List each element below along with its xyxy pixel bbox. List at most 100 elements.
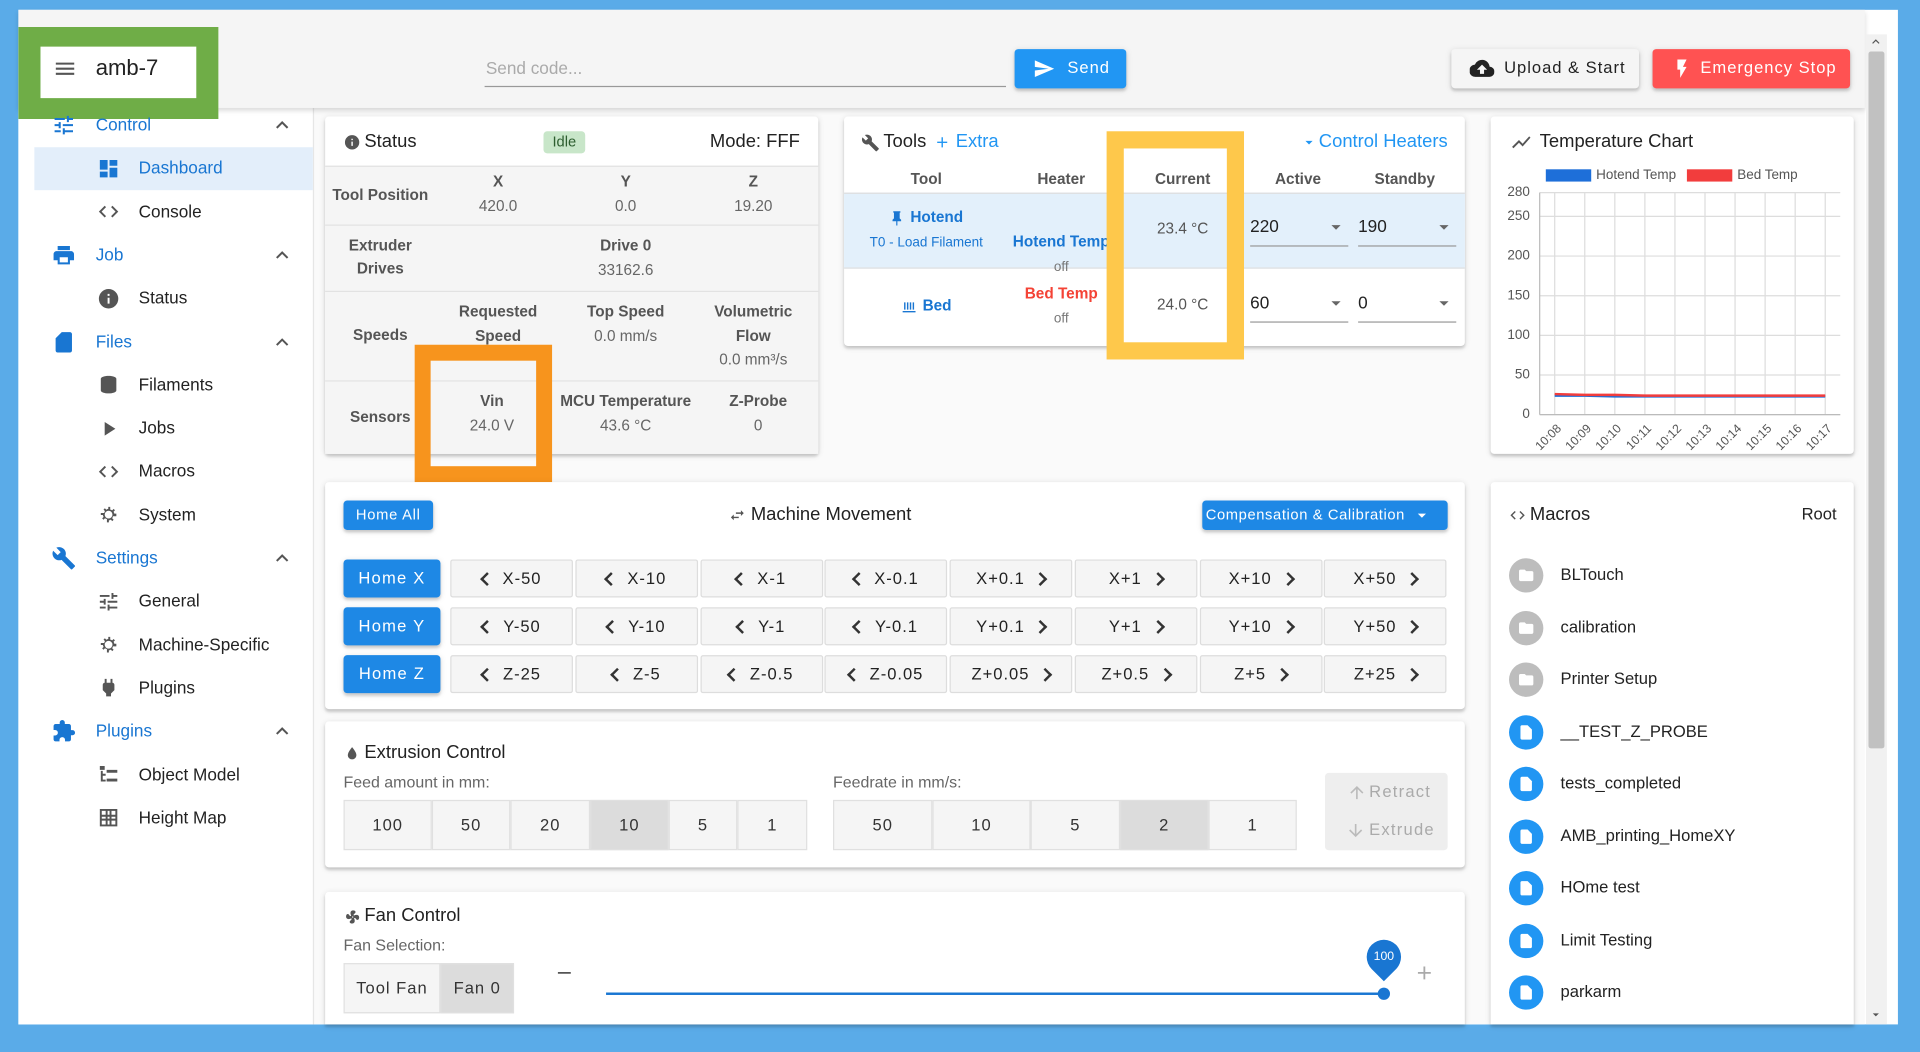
move-button[interactable]: Z+0.5 [1074,655,1198,694]
send-button[interactable] [1014,49,1127,89]
icon [1519,569,1534,582]
icon-shape [1417,513,1426,518]
home-axis-button[interactable] [343,655,441,694]
move-button[interactable]: X-1 [699,559,823,598]
feedrate-button-label: 50 [872,815,893,835]
feedrate-button[interactable]: 2 [1120,799,1209,851]
slider-thumb[interactable] [1377,987,1391,1000]
fan-button[interactable]: Tool Fan [343,963,441,1014]
nav-item-label: Object Model [138,764,240,784]
feed-button[interactable]: 1 [737,799,808,851]
move-button[interactable]: Z-25 [450,655,573,694]
move-button[interactable]: Y+10 [1199,607,1322,646]
upload-button[interactable] [1451,49,1640,89]
feedrate-button-label: 1 [1247,815,1258,835]
code-input[interactable] [484,52,1007,88]
nav-group-label: Plugins [95,720,153,741]
move-button[interactable]: X-0.1 [824,559,948,598]
feed-button-label: 50 [460,815,482,835]
icon [99,592,117,611]
feed-button[interactable]: 5 [668,799,738,851]
series-line [1554,392,1826,397]
icon-shape [1520,828,1532,844]
macro-item[interactable] [1499,916,1845,965]
home-all-label: Home All [355,505,421,524]
icon [104,421,115,436]
send-label: Send [1067,58,1110,77]
move-button[interactable]: Z-5 [575,655,698,694]
feed-button[interactable]: 20 [510,799,591,851]
move-button[interactable]: Y-0.1 [824,607,948,646]
move-button[interactable]: X+10 [1199,559,1322,598]
fan-button[interactable]: Fan 0 [440,963,515,1014]
icon-shape [98,465,118,478]
move-button[interactable]: Z+0.05 [949,655,1073,694]
temp-select[interactable] [1250,212,1349,247]
move-button[interactable]: Z+25 [1324,655,1447,694]
home-all-button[interactable] [343,500,434,530]
home-axis-button[interactable] [343,607,441,646]
icon [53,720,76,742]
feedrate-button[interactable]: 1 [1208,799,1297,851]
nav-item[interactable] [34,146,313,190]
home-axis-button[interactable] [343,559,441,598]
icon [99,159,117,178]
feed-button[interactable]: 10 [590,799,669,851]
icon [1520,828,1532,844]
feedrate-button[interactable]: 10 [932,799,1031,851]
icon-shape [276,554,289,562]
move-button[interactable]: Z+5 [1199,655,1322,694]
tools-row-bg [844,192,1465,269]
icon [1520,724,1532,739]
feed-button[interactable]: 50 [431,799,511,851]
macro-item[interactable] [1499,551,1845,600]
icon-shape [53,720,76,742]
control-heaters[interactable]: Control Heaters [1318,130,1448,152]
move-button[interactable]: X+0.1 [949,559,1073,598]
move-button[interactable]: X-50 [450,559,573,598]
tools-extra[interactable]: Extra [955,130,999,152]
retract-extrude-button[interactable] [1324,772,1448,851]
status-cell-value: 43.6 °C [600,416,652,434]
move-button[interactable]: Y+0.1 [949,607,1073,646]
icon [1520,985,1532,1000]
move-button[interactable]: Y+1 [1074,607,1198,646]
icon [1677,59,1687,78]
macro-item[interactable] [1499,864,1845,913]
chevron [852,619,867,634]
move-button[interactable]: Z-0.05 [824,655,948,694]
move-button[interactable]: X+1 [1074,559,1198,598]
calibration-button[interactable] [1202,500,1448,530]
move-button[interactable]: Y-1 [699,607,823,646]
feedrate-button[interactable]: 5 [1030,799,1121,851]
temp-select[interactable] [1358,288,1457,323]
move-label: Y+1 [1108,617,1142,636]
temp-select[interactable] [1250,288,1349,323]
move-button[interactable]: Y-10 [575,607,698,646]
move-button[interactable]: X+50 [1324,559,1447,598]
x-tick-label: 10:14 [1713,421,1745,453]
move-button[interactable]: X-10 [575,559,698,598]
move-button[interactable]: Y+50 [1324,607,1447,646]
nav-item-label: Filaments [138,374,214,394]
feed-button-label: 100 [372,815,403,835]
status-cell: Z-Probe 0 [685,390,832,438]
scrollbar-thumb[interactable] [1868,51,1885,749]
tool-name: Hotend [910,208,964,226]
nav-item-label: Machine-Specific [138,634,270,654]
icon-shape [52,547,76,570]
move-label: Y+10 [1228,617,1272,636]
macro-item[interactable] [1499,968,1845,1017]
x-tick-label: 10:10 [1593,421,1625,453]
move-button[interactable]: Y-50 [450,607,573,646]
status-mode: Mode: FFF [709,130,800,152]
feedrate-button[interactable]: 50 [833,799,933,851]
temp-select[interactable] [1358,212,1457,247]
icon-shape [100,376,116,394]
macro-item[interactable] [1499,655,1845,704]
macro-item[interactable] [1499,603,1845,652]
feed-label: Feed amount in mm: [343,772,490,792]
move-button[interactable]: Z-0.5 [699,655,823,694]
icon-shape [99,159,117,178]
feed-button[interactable]: 100 [343,799,432,851]
